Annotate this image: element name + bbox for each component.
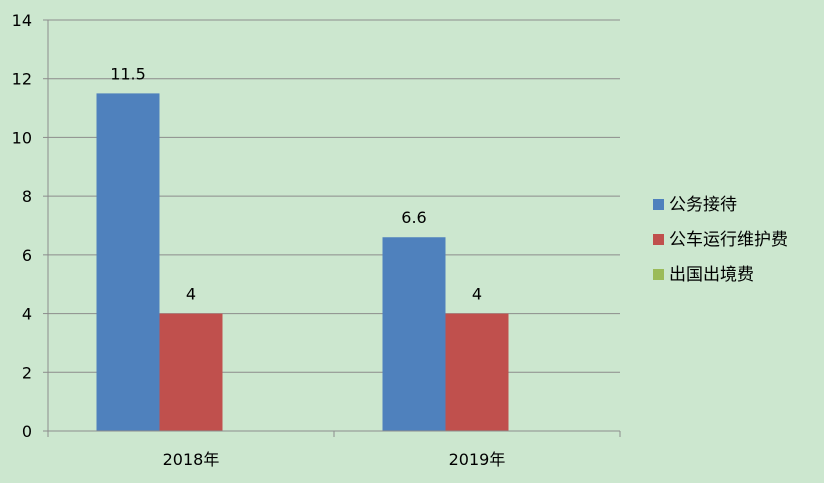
legend-swatch xyxy=(653,269,664,280)
data-labels: 11.5 4 6.6 4 xyxy=(110,64,482,303)
legend-label: 公务接待 xyxy=(669,195,737,215)
legend-swatch xyxy=(653,234,664,245)
y-tick-label: 14 xyxy=(12,11,32,30)
y-tick-label: 4 xyxy=(22,305,32,324)
y-tick-label: 10 xyxy=(12,128,32,147)
x-tick-label: 2019年 xyxy=(449,450,506,469)
y-tick-label: 8 xyxy=(22,187,32,206)
bars xyxy=(96,93,509,432)
y-tick-label: 12 xyxy=(12,70,32,89)
y-tick-label: 0 xyxy=(22,422,32,441)
legend-swatch xyxy=(653,199,664,210)
legend-label: 公车运行维护费 xyxy=(669,230,788,250)
data-label: 6.6 xyxy=(401,208,426,227)
axes: 0 2 4 6 8 10 12 14 2018年 2019年 xyxy=(12,11,621,469)
bar xyxy=(445,313,509,431)
x-tick-label: 2018年 xyxy=(163,450,220,469)
data-label: 4 xyxy=(472,285,482,304)
bar xyxy=(159,313,223,431)
legend-label: 出国出境费 xyxy=(669,265,754,285)
bar xyxy=(382,237,446,431)
y-tick-label: 2 xyxy=(22,363,32,382)
y-tick-label: 6 xyxy=(22,246,32,265)
bar xyxy=(96,93,160,432)
data-label: 11.5 xyxy=(110,64,146,83)
data-label: 4 xyxy=(186,285,196,304)
